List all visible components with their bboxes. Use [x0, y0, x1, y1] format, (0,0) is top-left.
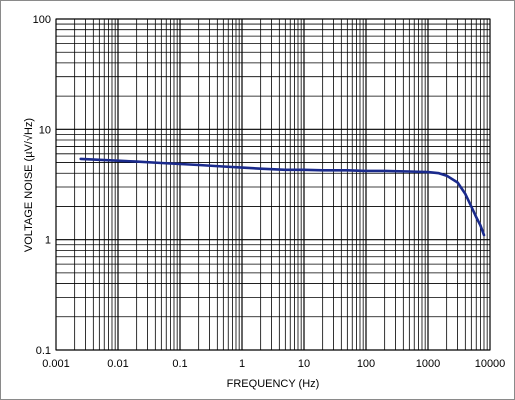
x-tick-label: 100 — [357, 358, 375, 370]
x-tick-label: 10000 — [475, 358, 506, 370]
x-tick-label: 10 — [298, 358, 310, 370]
y-tick-label: 0.1 — [36, 345, 51, 357]
y-tick-label: 100 — [33, 14, 51, 26]
x-tick-label: 1 — [239, 358, 245, 370]
series-group — [79, 157, 486, 237]
noise-density-line — [79, 157, 486, 237]
x-tick-label: 0.1 — [172, 358, 187, 370]
y-axis-title: VOLTAGE NOISE (µV/√Hz) — [23, 118, 35, 252]
y-tick-labels: 0.1 1 10 100 — [33, 14, 51, 357]
y-tick-label: 10 — [39, 124, 51, 136]
grid-minor — [56, 19, 490, 350]
x-tick-label: 0.01 — [107, 358, 128, 370]
x-axis-title: FREQUENCY (Hz) — [227, 378, 320, 390]
x-tick-labels: 0.001 0.01 0.1 1 10 100 1000 10000 — [42, 358, 505, 370]
x-tick-label: 0.001 — [42, 358, 70, 370]
x-tick-label: 1000 — [416, 358, 440, 370]
plot-border — [55, 18, 491, 351]
y-tick-label: 1 — [45, 235, 51, 247]
